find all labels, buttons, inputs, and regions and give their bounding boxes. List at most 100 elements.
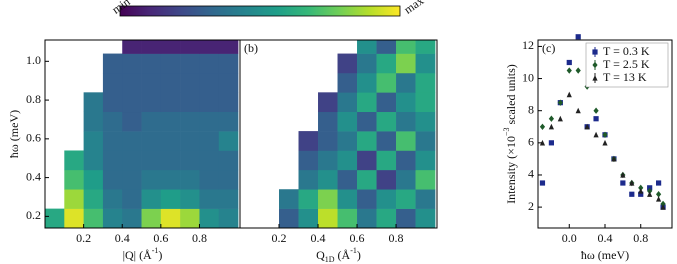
heatmap-cell: [396, 131, 416, 151]
y-tick-label: 6: [528, 135, 534, 149]
heatmap-cell: [357, 40, 377, 54]
data-point: [656, 180, 662, 186]
y-tick-label: 0.2: [26, 208, 41, 222]
heatmap-cell: [357, 131, 377, 151]
heatmap-cell: [141, 150, 162, 171]
heatmap-cell: [199, 150, 220, 171]
data-point: [548, 123, 554, 130]
data-point: [584, 123, 590, 130]
heatmap-cell: [64, 150, 84, 171]
x-axis-label-part: -1: [350, 246, 357, 255]
heatmap-cell: [318, 131, 338, 151]
heatmap-cell: [415, 189, 436, 209]
heatmap-cell: [376, 169, 397, 190]
heatmap-cell: [376, 111, 397, 132]
x-tick-label: 0.6: [153, 231, 168, 245]
heatmap-cell: [160, 53, 181, 74]
heatmap-cell: [199, 131, 220, 151]
x-tick-label: 0.8: [633, 231, 648, 245]
legend-label: T = 13 K: [603, 70, 647, 84]
data-point: [566, 91, 572, 98]
heatmap-cell: [199, 53, 220, 74]
heatmap-cell: [318, 92, 338, 113]
heatmap-cell: [180, 53, 200, 74]
heatmap-cell: [141, 53, 162, 74]
heatmap-cell: [218, 208, 239, 229]
heatmap-cell: [83, 189, 104, 209]
x-axis-label-part: Q: [316, 248, 325, 262]
heatmap-cell: [199, 40, 220, 54]
heatmap-cell: [122, 40, 142, 54]
heatmap-cell: [180, 169, 200, 190]
data-point: [660, 200, 666, 208]
data-point: [593, 131, 599, 138]
heatmap-cell: [357, 72, 377, 93]
heatmap-cell: [415, 111, 436, 132]
y-tick-label: 12: [522, 38, 534, 52]
colorbar-label: max: [401, 0, 426, 17]
y-axis-label: ħω (meV): [7, 110, 21, 158]
y-tick-label: 10: [522, 70, 534, 84]
heatmap-cell: [376, 92, 397, 113]
legend-marker: [592, 75, 598, 81]
heatmap-cell: [318, 208, 338, 229]
y-tick-label: 0.8: [26, 92, 41, 106]
data-point: [611, 155, 617, 162]
y-tick-label: 1.0: [26, 53, 41, 67]
heatmap-cell: [199, 189, 220, 209]
y-tick-label: 2: [528, 199, 534, 213]
heatmap-cell: [160, 72, 181, 93]
heatmap-cell: [83, 208, 104, 229]
heatmap-cell: [180, 189, 200, 209]
heatmap-cell: [318, 169, 338, 190]
heatmap-cell: [180, 72, 200, 93]
legend-box: [585, 42, 669, 88]
heatmap-cell: [122, 111, 142, 132]
heatmap-cell: [415, 150, 436, 171]
heatmap-cell: [415, 131, 436, 151]
data-point: [557, 99, 563, 106]
heatmap-cell: [396, 169, 416, 190]
data-point: [602, 131, 608, 139]
heatmap-cell: [180, 92, 200, 113]
heatmap-cell: [357, 92, 377, 113]
data-point: [638, 184, 644, 192]
heatmap-cell: [376, 150, 397, 171]
heatmap-cell: [102, 92, 123, 113]
heatmap-cell: [337, 150, 358, 171]
heatmap-cell: [160, 150, 181, 171]
heatmap-cell: [357, 169, 377, 190]
heatmap-cell: [102, 150, 123, 171]
legend-label: T = 2.5 K: [603, 57, 650, 71]
heatmap-cell: [218, 189, 239, 209]
heatmap-cell: [122, 208, 142, 229]
data-point: [557, 115, 563, 122]
heatmap-cell: [357, 208, 377, 229]
x-tick-label: 0.0: [562, 231, 577, 245]
y-axis-label-part: Intensity (×10: [504, 136, 518, 204]
y-tick-label: 8: [528, 102, 534, 116]
data-point: [539, 139, 546, 146]
heatmap-cell: [64, 169, 84, 190]
heatmap-cell: [160, 189, 181, 209]
data-point: [629, 191, 635, 197]
data-point: [566, 59, 572, 66]
heatmap-cell: [83, 92, 104, 113]
heatmap-cell: [102, 189, 123, 209]
heatmap-cell: [318, 150, 338, 171]
heatmap-cell: [279, 189, 299, 209]
heatmap-cell: [415, 208, 436, 229]
heatmap-cell: [122, 189, 142, 209]
y-tick-label: 0.4: [26, 169, 41, 183]
heatmap-cell: [199, 92, 220, 113]
heatmap-cell: [337, 111, 358, 132]
heatmap-cell: [141, 111, 162, 132]
heatmap-cell: [298, 169, 319, 190]
heatmap-cell: [337, 131, 358, 151]
data-point: [647, 187, 653, 195]
heatmap-cell: [180, 111, 200, 132]
data-point: [647, 191, 653, 197]
axes-frame: [537, 39, 673, 229]
y-tick-label: 0.6: [26, 131, 41, 145]
